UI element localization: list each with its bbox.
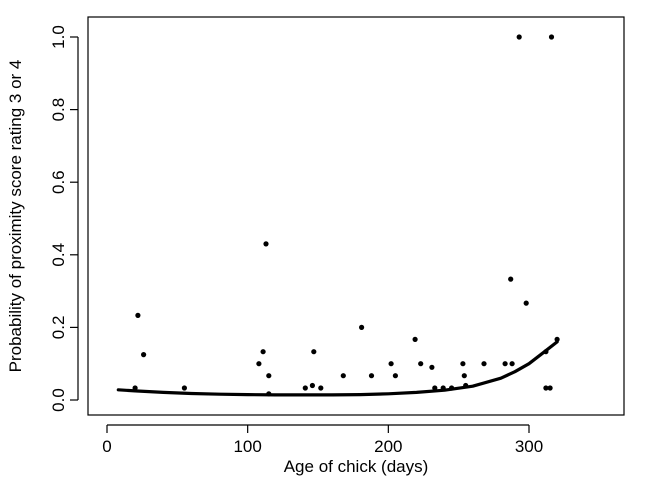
data-point (412, 336, 418, 342)
data-point (302, 385, 308, 391)
data-point (266, 373, 272, 379)
data-point (392, 373, 398, 379)
data-point (502, 361, 508, 367)
data-point (309, 382, 315, 389)
data-point (340, 373, 346, 379)
data-point (509, 361, 515, 367)
y-tick-label: 0.4 (49, 243, 68, 267)
x-tick-label: 200 (374, 437, 402, 456)
data-point (359, 324, 365, 330)
data-point (311, 349, 317, 355)
data-point (481, 361, 487, 367)
data-point (460, 361, 466, 367)
x-tick-label: 100 (233, 437, 261, 456)
data-point (516, 34, 522, 40)
data-points (132, 34, 560, 397)
data-point (368, 373, 375, 379)
data-point (141, 352, 147, 358)
y-tick-label: 0.0 (49, 388, 68, 412)
y-tick-label: 1.0 (49, 25, 68, 49)
data-point (418, 361, 424, 367)
y-tick-label: 0.2 (49, 316, 68, 340)
data-point (181, 385, 187, 391)
plot-frame (87, 16, 625, 416)
y-axis-title: Probability of proximity score rating 3 … (6, 60, 25, 373)
data-point (318, 385, 324, 391)
data-point (263, 241, 269, 247)
data-point (547, 385, 553, 391)
data-point (554, 336, 560, 342)
data-point (548, 34, 555, 40)
x-tick-label: 300 (515, 437, 543, 456)
data-point (461, 373, 467, 379)
data-point (429, 364, 435, 370)
fitted-curve (116, 340, 559, 397)
data-point (508, 276, 514, 282)
y-axis: 0.0 0.2 0.4 0.6 0.8 1.0 (49, 25, 79, 412)
x-axis: 0 100 200 300 (102, 424, 543, 456)
x-axis-title: Age of chick (days) (284, 457, 429, 476)
data-point (543, 385, 549, 391)
x-tick-label: 0 (102, 437, 111, 456)
y-tick-label: 0.6 (49, 170, 68, 194)
data-point (523, 300, 529, 306)
data-point (135, 312, 141, 318)
data-point (388, 361, 394, 367)
data-point (260, 349, 266, 355)
y-tick-label: 0.8 (49, 98, 68, 122)
data-point (256, 361, 262, 367)
